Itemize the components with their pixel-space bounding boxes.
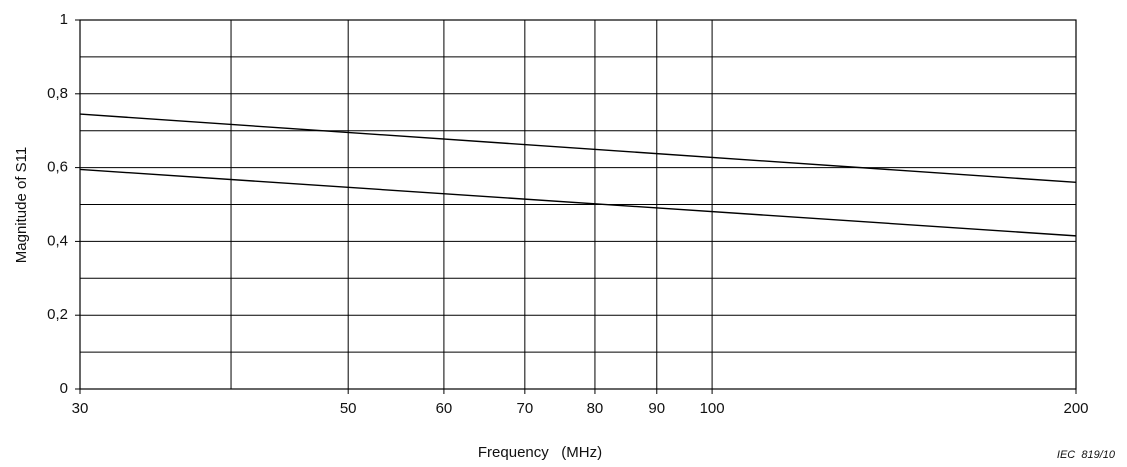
y-tick-label: 0,8 [47, 85, 68, 102]
x-tick-label: 50 [340, 400, 357, 417]
x-tick-label: 60 [436, 400, 453, 417]
x-tick-label: 90 [648, 400, 665, 417]
x-tick-label: 80 [587, 400, 604, 417]
y-tick-label: 0 [60, 380, 68, 397]
y-tick-label: 0,6 [47, 159, 68, 176]
x-tick-label: 100 [700, 400, 725, 417]
x-tick-label: 200 [1063, 400, 1088, 417]
chart: Frequency (MHz) Magnitude of S11 IEC 819… [0, 0, 1127, 467]
x-tick-label: 70 [516, 400, 533, 417]
page: Frequency (MHz) Magnitude of S11 IEC 819… [0, 0, 1127, 467]
line-series [80, 114, 1076, 182]
line-series [80, 169, 1076, 235]
y-tick-label: 1 [60, 11, 68, 28]
x-tick-label: 30 [72, 400, 89, 417]
y-tick-label: 0,2 [47, 306, 68, 323]
annotation: IEC 819/10 [1057, 449, 1116, 461]
y-axis-label: Magnitude of S11 [13, 147, 30, 263]
x-axis-label: Frequency (MHz) [478, 444, 602, 461]
y-tick-label: 0,4 [47, 232, 68, 249]
